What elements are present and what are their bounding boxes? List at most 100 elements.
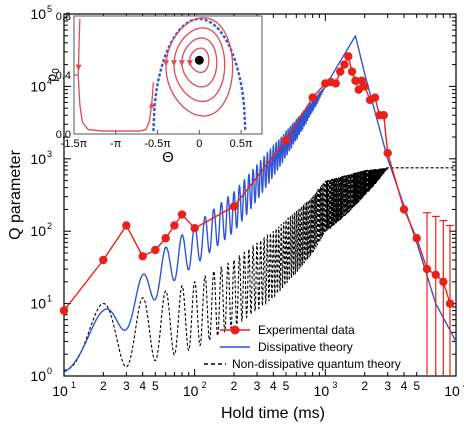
y-tick-exponent: 5 bbox=[47, 4, 52, 14]
inset-series bbox=[75, 17, 247, 132]
data-point-experimental bbox=[331, 79, 340, 88]
y-axis-title: Q parameter bbox=[7, 149, 24, 239]
inset-x-axis-title: Θ bbox=[162, 149, 174, 166]
data-point-experimental bbox=[412, 234, 421, 243]
legend-label-nondissipative: Non-dissipative quantum theory bbox=[232, 357, 401, 371]
x-tick-exponent: 2 bbox=[202, 380, 207, 390]
series-non-dissipative bbox=[64, 166, 456, 371]
data-point-experimental bbox=[351, 76, 360, 85]
y-tick-exponent: 1 bbox=[47, 294, 52, 304]
fixed-point bbox=[194, 55, 204, 65]
trajectory-arrow bbox=[75, 64, 82, 71]
data-point-experimental bbox=[336, 67, 345, 76]
orbit-arrow bbox=[162, 60, 169, 67]
orbit-arrow bbox=[178, 60, 185, 67]
data-point-experimental bbox=[344, 52, 353, 61]
data-point-experimental bbox=[347, 67, 357, 76]
inset-axis-ticks bbox=[73, 15, 242, 135]
closed-orbit bbox=[173, 27, 226, 103]
y-tick-label: 10 bbox=[30, 368, 46, 384]
inset-x-tick-label: 0 bbox=[196, 138, 202, 150]
y-tick-exponent: 0 bbox=[47, 366, 52, 376]
x-minor-label: 2 bbox=[231, 379, 238, 393]
x-minor-label: 5 bbox=[152, 379, 159, 393]
y-tick-label: 10 bbox=[30, 151, 46, 167]
data-point-experimental bbox=[422, 264, 432, 274]
y-tick-exponent: 3 bbox=[47, 149, 52, 159]
inset-y-tick-label: 0.8 bbox=[56, 11, 71, 23]
y-tick-label: 10 bbox=[30, 223, 46, 239]
x-minor-label: 3 bbox=[123, 379, 130, 393]
data-point-experimental bbox=[439, 277, 448, 287]
trajectory-arrow bbox=[148, 101, 155, 108]
inset-x-tick-label: -π bbox=[110, 138, 122, 150]
inset-x-tick-label: 0.5π bbox=[230, 138, 253, 150]
inset-frame bbox=[73, 15, 263, 135]
inset-y-axis-title: ρ0 bbox=[43, 68, 62, 82]
orbit-arrow bbox=[170, 60, 177, 67]
inset-plot: -1.5π -π -0.5π 0 0.5π0.00.40.8 Θ ρ0 bbox=[43, 11, 263, 166]
main-series bbox=[64, 34, 456, 373]
inset-y-axis-symbol: ρ bbox=[43, 74, 59, 82]
x-axis-title: Hold time (ms) bbox=[221, 405, 325, 422]
x-minor-label: 3 bbox=[254, 379, 261, 393]
y-tick-exponent: 4 bbox=[47, 76, 52, 86]
data-point-experimental bbox=[59, 306, 69, 315]
x-minor-label: 2 bbox=[361, 379, 368, 393]
x-minor-label: 5 bbox=[413, 379, 420, 393]
inset-y-tick-label: 0.0 bbox=[56, 129, 71, 141]
inset-x-tick-label: -0.5π bbox=[144, 138, 171, 150]
x-tick-label: 10 bbox=[314, 383, 330, 399]
legend: Experimental data Dissipative theory Non… bbox=[204, 323, 401, 371]
x-minor-label: 2 bbox=[100, 379, 107, 393]
data-point-experimental bbox=[99, 255, 108, 265]
data-point-experimental bbox=[399, 205, 409, 214]
data-point-experimental bbox=[190, 224, 199, 233]
x-minor-label: 4 bbox=[139, 379, 146, 393]
legend-marker-experimental bbox=[230, 325, 240, 335]
data-point-experimental bbox=[360, 82, 369, 91]
data-point-experimental bbox=[370, 93, 380, 102]
closed-orbit bbox=[181, 37, 218, 88]
closed-orbit bbox=[189, 47, 210, 74]
y-tick-exponent: 2 bbox=[47, 221, 52, 231]
closed-orbit bbox=[165, 17, 234, 117]
series-dissipative bbox=[64, 34, 456, 373]
x-tick-label: 10 bbox=[183, 383, 199, 399]
separatrix bbox=[152, 17, 247, 132]
experimental-markers bbox=[59, 52, 455, 376]
inset-y-tick-label: 0.4 bbox=[56, 70, 71, 82]
x-minor-label: 5 bbox=[283, 379, 290, 393]
x-minor-label: 3 bbox=[384, 379, 391, 393]
legend-label-experimental: Experimental data bbox=[258, 323, 355, 337]
data-point-experimental bbox=[281, 136, 291, 145]
open-trajectory bbox=[77, 18, 155, 132]
inset-x-tick-label: -1.5π bbox=[61, 138, 88, 150]
main-tick-labels: 1012345102234510323451041001011021031041… bbox=[30, 4, 464, 399]
data-point-experimental bbox=[379, 111, 388, 120]
data-point-experimental bbox=[308, 93, 317, 102]
data-point-experimental bbox=[383, 148, 392, 158]
data-point-experimental bbox=[138, 252, 147, 261]
data-point-experimental bbox=[177, 210, 187, 219]
x-tick-label: 10 bbox=[52, 383, 68, 399]
data-point-experimental bbox=[170, 221, 179, 230]
data-point-experimental bbox=[431, 270, 440, 279]
data-point-experimental bbox=[445, 299, 455, 308]
y-tick-label: 10 bbox=[30, 6, 46, 22]
x-tick-exponent: 3 bbox=[332, 380, 337, 390]
x-minor-label: 4 bbox=[270, 379, 277, 393]
y-tick-label: 10 bbox=[30, 296, 46, 312]
inset-y-axis-subscript: 0 bbox=[51, 68, 62, 74]
data-point-experimental bbox=[161, 234, 170, 243]
y-tick-label: 10 bbox=[30, 78, 46, 94]
x-tick-exponent: 1 bbox=[71, 380, 76, 390]
data-point-experimental bbox=[122, 221, 131, 230]
series-experimental-line bbox=[64, 54, 451, 312]
data-point-experimental bbox=[340, 60, 349, 69]
orbit-arrow bbox=[186, 60, 193, 67]
x-minor-label: 4 bbox=[401, 379, 408, 393]
x-tick-label: 10 bbox=[444, 383, 460, 399]
legend-label-dissipative: Dissipative theory bbox=[258, 340, 353, 354]
